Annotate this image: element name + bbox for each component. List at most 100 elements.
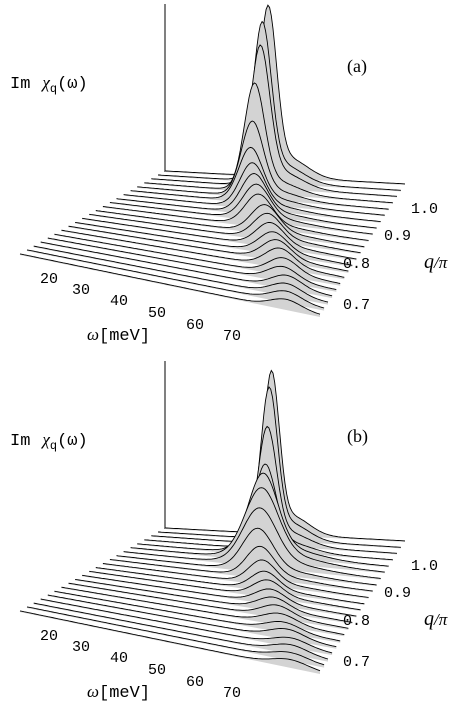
omega-tick-label: 40 (110, 650, 128, 667)
x-label-unit: [meV] (99, 684, 150, 703)
surface-plot-a: 20 30 40 50 60 70 0.7 0.8 0.9 1.0 Im χq(ω… (10, 4, 448, 346)
q-tick-label: 0.8 (343, 256, 370, 273)
omega-ticks: 20 30 40 50 60 70 (40, 628, 241, 702)
ridge-line (19, 253, 321, 315)
z-label-arg: (ω) (57, 432, 88, 451)
ridge-line (33, 245, 329, 303)
z-label-prefix: Im (10, 75, 30, 94)
ridge-line (95, 567, 365, 605)
omega-tick-label: 70 (223, 328, 241, 345)
q-tick-label: 0.8 (343, 613, 370, 630)
ridge-line (164, 369, 406, 542)
ridge-line (54, 233, 341, 284)
omega-tick-label: 60 (186, 674, 204, 691)
ridge-line (144, 82, 393, 204)
ridge-line (109, 183, 373, 235)
x-axis-label: ω[meV] (87, 682, 150, 703)
q-ticks: 0.7 0.8 0.9 1.0 (343, 558, 438, 671)
omega-tick-label: 30 (72, 282, 90, 299)
ridge-line (40, 598, 333, 654)
surface-plot-b: 20 30 40 50 60 70 0.7 0.8 0.9 1.0 Im χq(ω… (10, 361, 448, 703)
ridge-line (102, 193, 369, 241)
q-tick-label: 0.7 (343, 654, 370, 671)
y-axis-label: q/π (424, 608, 448, 630)
ridge-line (75, 221, 353, 266)
ridge-line (109, 545, 373, 592)
y-label-symbol: q (424, 251, 434, 273)
ridge-line (47, 594, 337, 648)
ridge-line (137, 472, 389, 567)
z-label-symbol: χ (40, 73, 50, 92)
ridge-line (54, 590, 341, 642)
ridge-line (130, 146, 385, 216)
omega-tick-label: 20 (40, 271, 58, 288)
ridge-line (89, 212, 361, 254)
ridge-line (151, 425, 398, 554)
omega-tick-label: 50 (148, 305, 166, 322)
q-tick-label: 0.9 (384, 228, 411, 245)
ridges-group (19, 4, 406, 317)
ridge-line (137, 120, 389, 210)
ridge-line (26, 606, 325, 666)
ridge-line (157, 20, 401, 191)
ridge-line (116, 527, 377, 586)
ridge-line (116, 173, 377, 229)
z-label-prefix: Im (10, 432, 30, 451)
ridge-fill (158, 387, 401, 549)
x-label-symbol: ω (87, 325, 99, 344)
omega-tick-label: 50 (148, 662, 166, 679)
ridge-line (26, 249, 325, 309)
z-label-sub: q (50, 439, 57, 453)
omega-tick-label: 70 (223, 685, 241, 702)
ridge-line (61, 229, 345, 278)
ridge-fill (165, 5, 405, 186)
ridge-line (123, 507, 381, 579)
ridge-line (130, 487, 385, 573)
ridge-fill (102, 559, 369, 599)
ridges-group (19, 369, 406, 674)
ridge-line (151, 44, 398, 197)
panel-label: (a) (347, 56, 367, 77)
x-label-unit: [meV] (99, 327, 150, 346)
q-tick-label: 0.7 (343, 297, 370, 314)
ridge-line (164, 4, 406, 185)
panel-a: 20 30 40 50 60 70 0.7 0.8 0.9 1.0 Im χq(ω… (10, 4, 448, 346)
ridge-line (40, 241, 333, 297)
ridge-line (89, 570, 361, 611)
y-axis-label: q/π (424, 251, 448, 273)
x-label-symbol: ω (87, 682, 99, 701)
ridge-line (82, 574, 357, 617)
ridge-line (47, 237, 337, 291)
y-label-unit: /π (433, 610, 448, 629)
z-label-arg: (ω) (57, 75, 88, 94)
ridge-line (102, 559, 369, 598)
ridge-fill (137, 121, 389, 211)
ridge-line (68, 225, 349, 272)
z-label-sub: q (50, 82, 57, 96)
panel-label: (b) (347, 426, 368, 447)
z-axis-label: Im χq(ω) (10, 430, 88, 453)
q-tick-label: 0.9 (384, 585, 411, 602)
z-axis-label: Im χq(ω) (10, 73, 88, 96)
ridge-line (61, 586, 345, 636)
y-label-unit: /π (433, 253, 448, 272)
ridge-fill (95, 204, 365, 248)
q-ticks: 0.7 0.8 0.9 1.0 (343, 201, 438, 314)
ridge-line (82, 217, 357, 260)
y-label-symbol: q (424, 608, 434, 630)
ridge-line (157, 386, 401, 548)
omega-tick-label: 40 (110, 293, 128, 310)
omega-tick-label: 30 (72, 639, 90, 656)
z-label-symbol: χ (40, 430, 50, 449)
omega-tick-label: 20 (40, 628, 58, 645)
ridge-line (68, 582, 349, 629)
ridge-line (33, 602, 329, 660)
x-axis-label: ω[meV] (87, 325, 150, 346)
q-tick-label: 1.0 (411, 558, 438, 575)
ridge-line (75, 578, 353, 623)
ridge-line (95, 204, 365, 248)
omega-tick-label: 60 (186, 317, 204, 334)
panel-b: 20 30 40 50 60 70 0.7 0.8 0.9 1.0 Im χq(ω… (0, 357, 474, 714)
ridge-line (19, 610, 321, 672)
ridge-line (144, 463, 393, 561)
